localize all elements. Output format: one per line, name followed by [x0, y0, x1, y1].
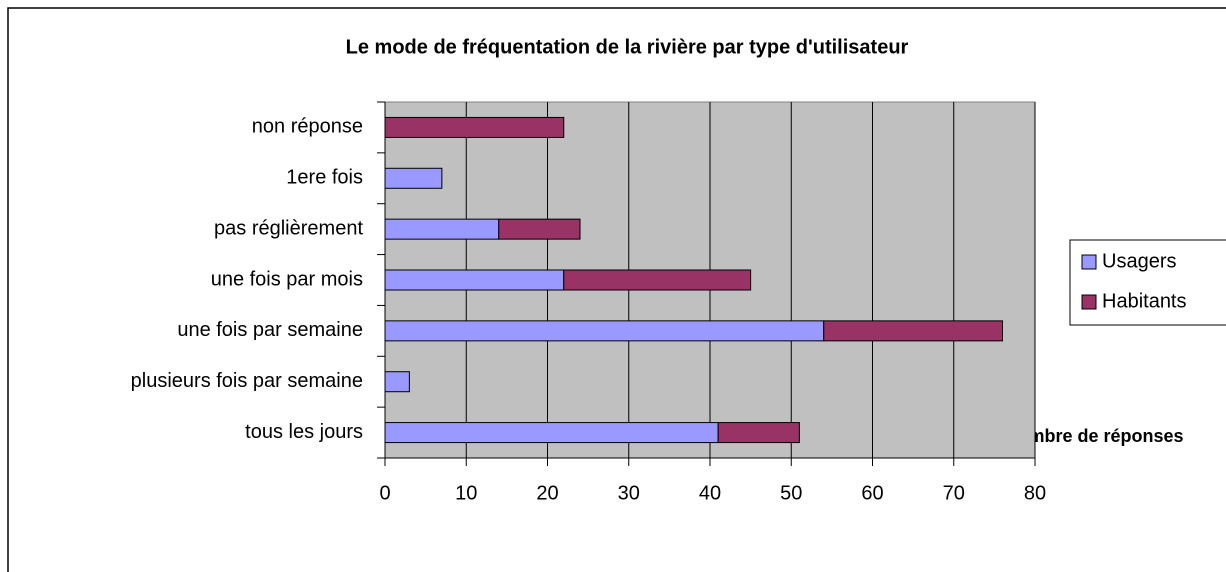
bar — [384, 269, 565, 291]
x-tick-label: 0 — [379, 482, 390, 504]
y-tick-label: 1ere fois — [286, 167, 363, 189]
y-tick-label: pas réglièrement — [214, 217, 363, 239]
y-tick-label: une fois par semaine — [177, 319, 363, 341]
bar — [384, 371, 410, 393]
bar — [823, 320, 1003, 342]
y-tick-label: une fois par mois — [211, 268, 363, 290]
bar — [384, 422, 719, 444]
bar — [563, 269, 752, 291]
x-tick-label: 40 — [699, 482, 721, 504]
y-tick-label: tous les jours — [245, 421, 363, 443]
chart-title: Le mode de fréquentation de la rivière p… — [346, 36, 909, 58]
bar — [384, 320, 825, 342]
x-tick-label: 10 — [455, 482, 477, 504]
x-tick-label: 60 — [861, 482, 883, 504]
x-tick-label: 50 — [780, 482, 802, 504]
y-tick-label: plusieurs fois par semaine — [131, 370, 363, 392]
legend-box — [1069, 239, 1226, 326]
legend-swatch — [1081, 294, 1097, 310]
legend-label: Habitants — [1102, 290, 1187, 312]
bar — [498, 218, 581, 240]
legend-swatch — [1081, 254, 1097, 270]
y-tick-label: non réponse — [252, 116, 363, 138]
bar — [384, 218, 500, 240]
x-tick-label: 20 — [536, 482, 558, 504]
bar — [717, 422, 800, 444]
x-axis-label: nombre de réponses — [1006, 426, 1183, 446]
x-tick-label: 30 — [618, 482, 640, 504]
legend-label: Usagers — [1102, 250, 1176, 272]
bar — [384, 116, 565, 138]
bar — [384, 167, 443, 189]
x-tick-label: 80 — [1024, 482, 1046, 504]
x-tick-label: 70 — [943, 482, 965, 504]
